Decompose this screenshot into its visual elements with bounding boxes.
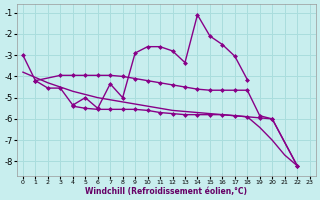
- X-axis label: Windchill (Refroidissement éolien,°C): Windchill (Refroidissement éolien,°C): [85, 187, 247, 196]
